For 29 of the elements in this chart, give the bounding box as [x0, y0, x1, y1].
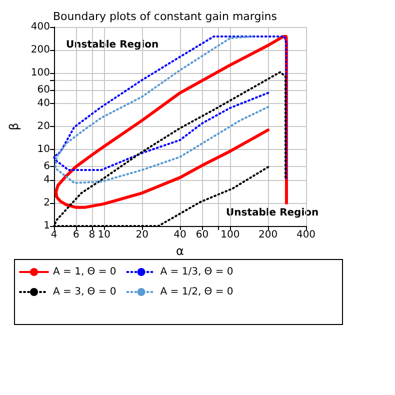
x-tick-label: 40 — [174, 230, 186, 240]
y-tick-label: 2 — [44, 197, 50, 208]
y-tick-label: 400 — [30, 22, 50, 32]
y-tick-label: 60 — [37, 84, 50, 96]
y-tick-label: 40 — [37, 98, 50, 109]
x-tick-label: 400 — [296, 230, 316, 240]
y-tick-label: 1 — [44, 220, 50, 232]
y-tick-label: 10 — [37, 144, 50, 156]
y-tick-label: 200 — [30, 44, 50, 56]
y-tick-label: 6 — [44, 160, 50, 172]
y-axis-title: β — [7, 122, 21, 130]
annotation: Unstable Region — [226, 208, 319, 218]
x-tick-label: 60 — [196, 230, 209, 240]
y-tick-label: 4 — [44, 174, 50, 186]
y-tick-label: 20 — [37, 121, 50, 132]
legend-label: A = 1/2, Θ = 0 — [160, 286, 234, 298]
legend-label: A = 1/3, Θ = 0 — [160, 266, 234, 278]
x-tick-label: 6 — [73, 230, 80, 240]
legend-label: A = 1, Θ = 0 — [53, 266, 116, 278]
chart-title: Boundary plots of constant gain margins — [53, 10, 278, 23]
y-tick-label: 100 — [30, 68, 50, 79]
x-tick-label: 200 — [258, 230, 278, 240]
x-tick-label: 20 — [136, 230, 148, 240]
x-axis-title: α — [176, 244, 184, 258]
x-tick-label: 10 — [98, 230, 111, 240]
legend-label: A = 3, Θ = 0 — [53, 286, 116, 298]
x-tick-label: 100 — [220, 230, 240, 240]
x-tick-label: 8 — [88, 230, 96, 240]
x-tick-label: 4 — [50, 230, 58, 240]
